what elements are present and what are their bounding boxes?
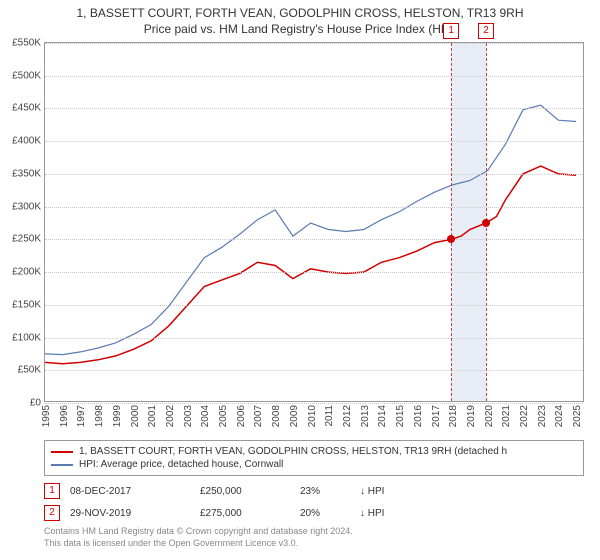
legend-swatch-hpi <box>51 464 73 466</box>
gridline-horizontal <box>45 272 583 273</box>
y-axis-label: £400K <box>12 136 41 147</box>
x-axis-label: 2016 <box>413 405 424 427</box>
x-axis-label: 2011 <box>324 405 335 427</box>
y-axis-label: £50K <box>18 365 41 376</box>
x-axis-label: 2000 <box>130 405 141 427</box>
gridline-horizontal <box>45 108 583 109</box>
sales-marker: 1 <box>44 483 60 499</box>
footer-line2: This data is licensed under the Open Gov… <box>44 538 353 550</box>
x-axis-label: 2007 <box>253 405 264 427</box>
gridline-horizontal <box>45 141 583 142</box>
chart-subtitle: Price paid vs. HM Land Registry's House … <box>0 20 600 36</box>
marker-box: 1 <box>443 23 459 39</box>
y-axis-label: £450K <box>12 103 41 114</box>
series-line-property <box>45 166 576 364</box>
y-axis-label: £150K <box>12 299 41 310</box>
x-axis-label: 1998 <box>94 405 105 427</box>
gridline-horizontal <box>45 305 583 306</box>
y-axis-label: £100K <box>12 332 41 343</box>
sales-marker: 2 <box>44 505 60 521</box>
sales-date: 08-DEC-2017 <box>70 486 190 497</box>
legend: 1, BASSETT COURT, FORTH VEAN, GODOLPHIN … <box>44 440 584 476</box>
sales-table: 1 08-DEC-2017 £250,000 23% ↓ HPI 2 29-NO… <box>44 480 584 524</box>
x-axis-label: 2018 <box>448 405 459 427</box>
marker-dot <box>482 219 490 227</box>
x-axis-label: 1999 <box>112 405 123 427</box>
x-axis-label: 2001 <box>147 405 158 427</box>
gridline-horizontal <box>45 174 583 175</box>
sales-diff: 23% <box>300 486 350 497</box>
x-axis-label: 2006 <box>236 405 247 427</box>
x-axis-label: 2021 <box>501 405 512 427</box>
legend-item-hpi: HPI: Average price, detached house, Corn… <box>51 458 577 471</box>
x-axis-label: 2023 <box>537 405 548 427</box>
y-axis-label: £550K <box>12 38 41 49</box>
y-axis-label: £350K <box>12 168 41 179</box>
marker-box: 2 <box>478 23 494 39</box>
sales-arrow: ↓ HPI <box>360 508 420 519</box>
sales-row: 1 08-DEC-2017 £250,000 23% ↓ HPI <box>44 480 584 502</box>
x-axis-label: 1995 <box>41 405 52 427</box>
x-axis-label: 2010 <box>307 405 318 427</box>
legend-swatch-property <box>51 451 73 453</box>
x-axis-label: 1996 <box>59 405 70 427</box>
x-axis-label: 2005 <box>218 405 229 427</box>
x-axis-label: 2022 <box>519 405 530 427</box>
y-axis-label: £500K <box>12 70 41 81</box>
sales-price: £275,000 <box>200 508 290 519</box>
sales-arrow: ↓ HPI <box>360 486 420 497</box>
x-axis-label: 2013 <box>360 405 371 427</box>
sales-row: 2 29-NOV-2019 £275,000 20% ↓ HPI <box>44 502 584 524</box>
gridline-horizontal <box>45 370 583 371</box>
y-axis-label: £300K <box>12 201 41 212</box>
x-axis-label: 1997 <box>76 405 87 427</box>
footer-attribution: Contains HM Land Registry data © Crown c… <box>44 526 353 549</box>
plot-region: £0£50K£100K£150K£200K£250K£300K£350K£400… <box>44 42 584 402</box>
sales-date: 29-NOV-2019 <box>70 508 190 519</box>
legend-item-property: 1, BASSETT COURT, FORTH VEAN, GODOLPHIN … <box>51 445 577 458</box>
marker-dot <box>447 235 455 243</box>
chart-lines <box>45 43 585 403</box>
legend-label-property: 1, BASSETT COURT, FORTH VEAN, GODOLPHIN … <box>79 446 507 457</box>
series-line-hpi <box>45 105 576 354</box>
x-axis-label: 2017 <box>431 405 442 427</box>
x-axis-label: 2024 <box>554 405 565 427</box>
y-axis-label: £0 <box>30 398 41 409</box>
chart-title: 1, BASSETT COURT, FORTH VEAN, GODOLPHIN … <box>0 0 600 20</box>
chart-container: 1, BASSETT COURT, FORTH VEAN, GODOLPHIN … <box>0 0 600 560</box>
gridline-horizontal <box>45 76 583 77</box>
gridline-horizontal <box>45 338 583 339</box>
x-axis-label: 2014 <box>377 405 388 427</box>
sales-diff: 20% <box>300 508 350 519</box>
x-axis-label: 2020 <box>484 405 495 427</box>
chart-area: £0£50K£100K£150K£200K£250K£300K£350K£400… <box>44 42 584 402</box>
x-axis-label: 2009 <box>289 405 300 427</box>
x-axis-label: 2025 <box>572 405 583 427</box>
x-axis-label: 2003 <box>183 405 194 427</box>
gridline-horizontal <box>45 239 583 240</box>
y-axis-label: £250K <box>12 234 41 245</box>
marker-line <box>451 43 452 401</box>
gridline-horizontal <box>45 403 583 404</box>
legend-label-hpi: HPI: Average price, detached house, Corn… <box>79 459 283 470</box>
x-axis-label: 2004 <box>200 405 211 427</box>
sales-price: £250,000 <box>200 486 290 497</box>
gridline-horizontal <box>45 43 583 44</box>
x-axis-label: 2012 <box>342 405 353 427</box>
x-axis-label: 2019 <box>466 405 477 427</box>
gridline-horizontal <box>45 207 583 208</box>
x-axis-label: 2002 <box>165 405 176 427</box>
x-axis-label: 2015 <box>395 405 406 427</box>
y-axis-label: £200K <box>12 267 41 278</box>
x-axis-label: 2008 <box>271 405 282 427</box>
footer-line1: Contains HM Land Registry data © Crown c… <box>44 526 353 538</box>
